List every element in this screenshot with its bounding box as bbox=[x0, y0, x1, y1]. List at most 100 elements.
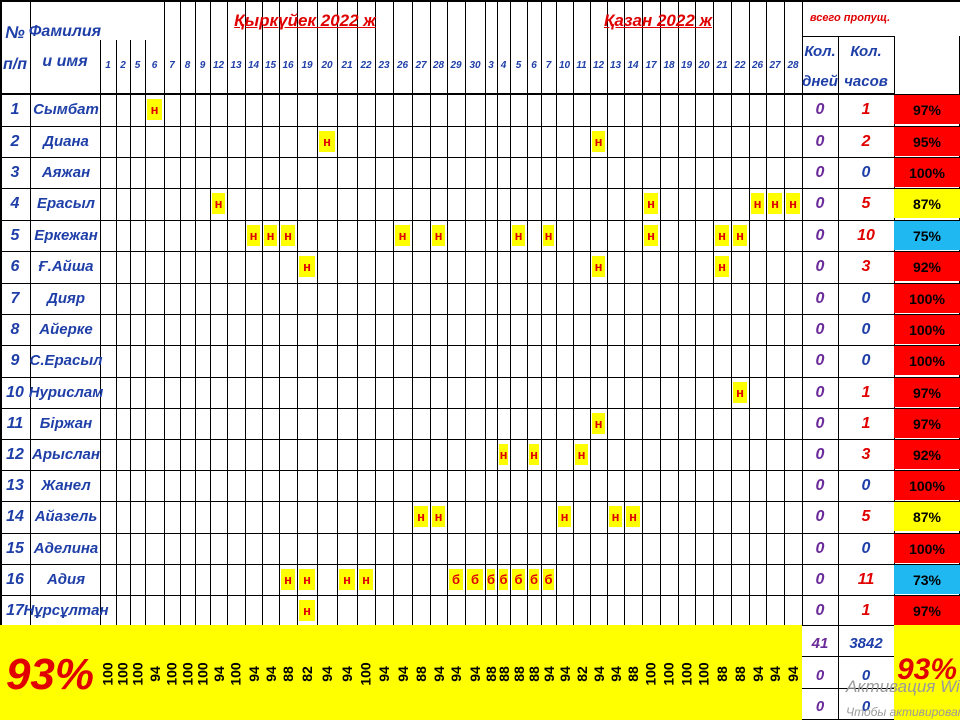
student-name: Диана bbox=[43, 133, 89, 151]
absence-mark: н bbox=[299, 256, 315, 278]
student-number: 14 bbox=[6, 507, 24, 525]
student-number: 10 bbox=[6, 383, 24, 401]
daily-attendance-value: 88 bbox=[526, 666, 543, 682]
grid-line bbox=[802, 688, 894, 689]
absence-mark: н bbox=[432, 506, 445, 528]
grid-line bbox=[0, 188, 960, 189]
student-number: 2 bbox=[10, 132, 20, 150]
grid-line bbox=[695, 0, 696, 625]
grid-line bbox=[0, 345, 960, 346]
student-missed-hours: 0 bbox=[861, 163, 871, 181]
grid-line bbox=[0, 533, 960, 534]
summary-band-right bbox=[894, 625, 960, 720]
date-header-cell: 15 bbox=[264, 60, 277, 71]
grid-line bbox=[0, 0, 960, 2]
student-number: 6 bbox=[10, 257, 20, 275]
grid-line bbox=[749, 0, 750, 625]
grid-line bbox=[30, 0, 31, 625]
date-header-cell: 26 bbox=[396, 60, 409, 71]
daily-attendance-value: 94 bbox=[540, 666, 557, 682]
header-name: и имя bbox=[42, 53, 88, 70]
date-header-cell: 3 bbox=[488, 60, 494, 71]
student-missed-days: 0 bbox=[815, 194, 825, 212]
student-name: Аделина bbox=[33, 540, 99, 558]
date-header-cell: 12 bbox=[212, 60, 225, 71]
daily-attendance-value: 94 bbox=[210, 666, 227, 682]
grid-line bbox=[802, 36, 894, 37]
grid-line bbox=[0, 377, 960, 378]
absence-mark: н bbox=[281, 569, 295, 591]
daily-attendance-value: 88 bbox=[731, 666, 748, 682]
grid-line bbox=[590, 0, 591, 625]
student-name: Аяжан bbox=[41, 164, 91, 182]
date-header-cell: 30 bbox=[469, 60, 481, 71]
daily-attendance-value: 94 bbox=[590, 666, 607, 682]
absence-mark: б bbox=[512, 569, 525, 591]
student-missed-hours: 2 bbox=[861, 132, 871, 150]
student-attendance-percent: 100% bbox=[894, 315, 960, 345]
grid-line bbox=[393, 0, 394, 625]
date-header-cell: 27 bbox=[415, 60, 427, 71]
daily-attendance-value: 94 bbox=[784, 666, 801, 682]
grid-line bbox=[412, 0, 413, 625]
extra-days-2: 0 bbox=[815, 697, 825, 715]
student-missed-hours: 1 bbox=[861, 414, 871, 432]
daily-attendance-value: 94 bbox=[607, 666, 624, 682]
absence-mark: б bbox=[529, 569, 539, 591]
absence-mark: н bbox=[512, 225, 525, 247]
student-name: Еркежан bbox=[34, 227, 98, 245]
absence-mark: н bbox=[644, 193, 658, 215]
grid-line bbox=[465, 0, 466, 625]
absence-mark: н bbox=[733, 225, 747, 247]
extra-hours-1: 0 bbox=[861, 666, 871, 684]
grid-line bbox=[116, 40, 117, 625]
student-attendance-percent: 97% bbox=[894, 95, 960, 125]
daily-attendance-value: 100 bbox=[115, 662, 132, 686]
absence-mark: б bbox=[467, 569, 483, 591]
absence-mark: н bbox=[339, 569, 355, 591]
grid-line bbox=[607, 0, 608, 625]
daily-attendance-value: 94 bbox=[338, 666, 355, 682]
grid-line bbox=[297, 0, 298, 625]
student-name: Нұрсұлтан bbox=[23, 602, 109, 620]
student-missed-hours: 0 bbox=[861, 289, 871, 307]
grid-line bbox=[0, 408, 960, 409]
daily-attendance-value: 94 bbox=[766, 666, 783, 682]
grid-line bbox=[731, 0, 732, 625]
student-name: Сымбат bbox=[33, 101, 99, 119]
absence-mark: н bbox=[575, 444, 588, 466]
grid-line bbox=[713, 0, 714, 625]
student-attendance-percent: 100% bbox=[894, 534, 960, 564]
date-header-cell: 21 bbox=[341, 60, 353, 71]
student-attendance-percent: 73% bbox=[894, 565, 960, 595]
date-header-cell: 6 bbox=[151, 60, 158, 71]
daily-attendance-value: 94 bbox=[318, 666, 335, 682]
student-missed-days: 0 bbox=[815, 539, 825, 557]
grid-line bbox=[642, 0, 643, 625]
student-missed-days: 0 bbox=[815, 132, 825, 150]
student-missed-hours: 0 bbox=[861, 539, 871, 557]
grid-line bbox=[0, 0, 2, 720]
student-name: Нурислам bbox=[28, 384, 104, 402]
date-header-cell: 12 bbox=[592, 60, 605, 71]
student-attendance-percent: 87% bbox=[894, 502, 960, 532]
grid-line bbox=[497, 0, 498, 625]
student-name: Адия bbox=[46, 571, 86, 589]
grid-line bbox=[317, 0, 318, 625]
absence-mark: н bbox=[281, 225, 295, 247]
daily-attendance-value: 94 bbox=[394, 666, 411, 682]
student-name: Ғ.Айша bbox=[38, 258, 94, 276]
absence-mark: н bbox=[626, 506, 640, 528]
date-header-cell: 19 bbox=[301, 60, 313, 71]
student-number: 13 bbox=[6, 476, 24, 494]
total-days: 41 bbox=[811, 634, 829, 652]
daily-attendance-value: 100 bbox=[100, 662, 117, 686]
grid-line bbox=[766, 0, 767, 625]
date-header-cell: 9 bbox=[199, 60, 206, 71]
date-header-cell: 17 bbox=[645, 60, 657, 71]
date-header-cell: 26 bbox=[751, 60, 764, 71]
overall-attendance-percent: 93% bbox=[5, 650, 95, 699]
daily-attendance-value: 88 bbox=[495, 666, 512, 682]
total-hours: 3842 bbox=[849, 634, 883, 652]
student-missed-hours: 1 bbox=[861, 383, 871, 401]
